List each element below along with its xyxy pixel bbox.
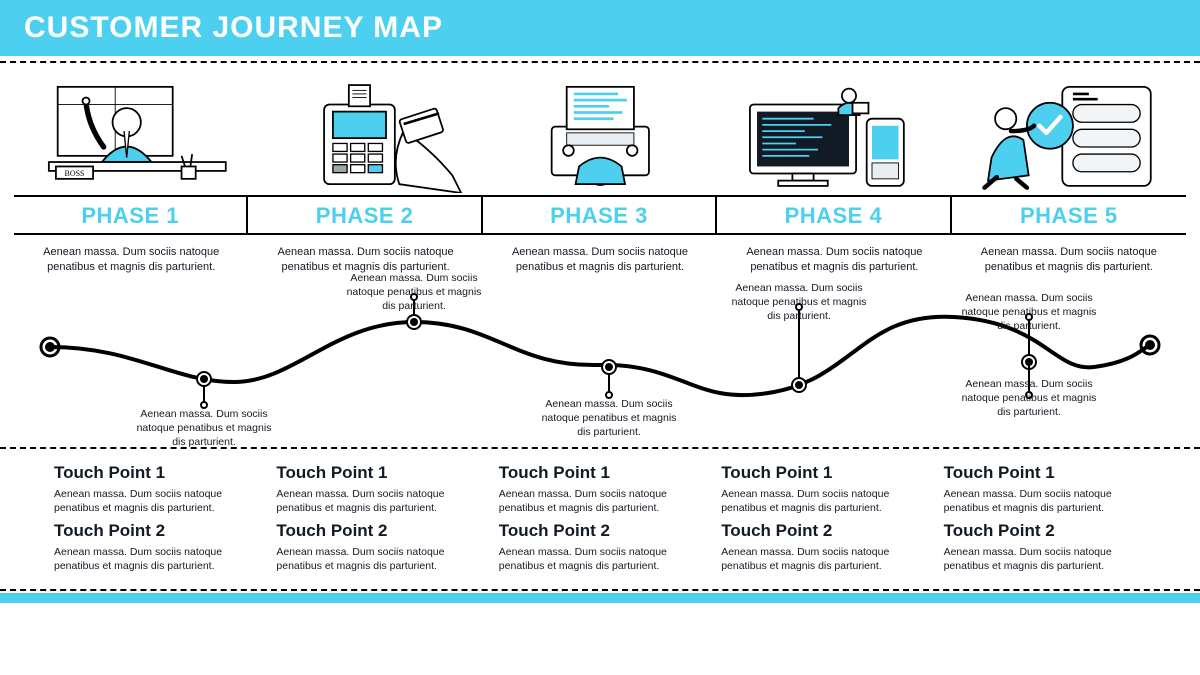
tp-title: Touch Point 2 <box>276 521 478 541</box>
touchpoint-col-4: Touch Point 1 Aenean massa. Dum sociis n… <box>711 457 933 580</box>
phase-label-4: PHASE 4 <box>717 197 951 233</box>
curve-note: Aenean massa. Dum sociis natoque penatib… <box>534 397 684 440</box>
tp-text: Aenean massa. Dum sociis natoque penatib… <box>944 545 1146 573</box>
tp-text: Aenean massa. Dum sociis natoque penatib… <box>944 487 1146 515</box>
illus-printer <box>484 71 715 193</box>
phase-desc-5: Aenean massa. Dum sociis natoque penatib… <box>952 243 1186 277</box>
illus-checklist <box>947 71 1178 193</box>
header-bar: CUSTOMER JOURNEY MAP <box>0 0 1200 56</box>
touchpoint-col-5: Touch Point 1 Aenean massa. Dum sociis n… <box>934 457 1156 580</box>
boss-badge: BOSS <box>65 169 85 178</box>
phase-desc-3: Aenean massa. Dum sociis natoque penatib… <box>483 243 717 277</box>
illus-boss: BOSS <box>22 71 253 193</box>
tp-text: Aenean massa. Dum sociis natoque penatib… <box>721 545 923 573</box>
phase-desc-row: Aenean massa. Dum sociis natoque penatib… <box>14 243 1186 277</box>
tp-text: Aenean massa. Dum sociis natoque penatib… <box>276 487 478 515</box>
phase-desc-4: Aenean massa. Dum sociis natoque penatib… <box>717 243 951 277</box>
journey-curve: Aenean massa. Dum sociis natoque penatib… <box>14 277 1186 447</box>
illus-monitor-phone <box>716 71 947 193</box>
phase-desc-1: Aenean massa. Dum sociis natoque penatib… <box>14 243 248 277</box>
page-title: CUSTOMER JOURNEY MAP <box>24 11 443 45</box>
phase-label-3: PHASE 3 <box>483 197 717 233</box>
curve-note: Aenean massa. Dum sociis natoque penatib… <box>954 377 1104 420</box>
illustration-row: BOSS <box>0 63 1200 193</box>
touchpoint-col-2: Touch Point 1 Aenean massa. Dum sociis n… <box>266 457 488 580</box>
tp-text: Aenean massa. Dum sociis natoque penatib… <box>276 545 478 573</box>
phase-label-5: PHASE 5 <box>952 197 1186 233</box>
tp-title: Touch Point 1 <box>499 463 701 483</box>
tp-title: Touch Point 2 <box>944 521 1146 541</box>
tp-text: Aenean massa. Dum sociis natoque penatib… <box>499 487 701 515</box>
tp-title: Touch Point 1 <box>944 463 1146 483</box>
tp-text: Aenean massa. Dum sociis natoque penatib… <box>499 545 701 573</box>
curve-note: Aenean massa. Dum sociis natoque penatib… <box>339 271 489 314</box>
tp-title: Touch Point 2 <box>721 521 923 541</box>
touchpoint-row: Touch Point 1 Aenean massa. Dum sociis n… <box>14 449 1186 590</box>
tp-title: Touch Point 2 <box>54 521 256 541</box>
phase-label-row: PHASE 1 PHASE 2 PHASE 3 PHASE 4 PHASE 5 <box>14 195 1186 235</box>
touchpoint-col-3: Touch Point 1 Aenean massa. Dum sociis n… <box>489 457 711 580</box>
touchpoint-col-1: Touch Point 1 Aenean massa. Dum sociis n… <box>44 457 266 580</box>
curve-note: Aenean massa. Dum sociis natoque penatib… <box>724 281 874 324</box>
phase-label-2: PHASE 2 <box>248 197 482 233</box>
curve-note: Aenean massa. Dum sociis natoque penatib… <box>954 291 1104 334</box>
divider-bottom <box>0 589 1200 591</box>
tp-text: Aenean massa. Dum sociis natoque penatib… <box>54 545 256 573</box>
phase-label-1: PHASE 1 <box>14 197 248 233</box>
tp-title: Touch Point 2 <box>499 521 701 541</box>
tp-title: Touch Point 1 <box>276 463 478 483</box>
tp-text: Aenean massa. Dum sociis natoque penatib… <box>54 487 256 515</box>
tp-title: Touch Point 1 <box>721 463 923 483</box>
footer-bar <box>0 593 1200 603</box>
tp-text: Aenean massa. Dum sociis natoque penatib… <box>721 487 923 515</box>
tp-title: Touch Point 1 <box>54 463 256 483</box>
illus-terminal <box>253 71 484 193</box>
curve-note: Aenean massa. Dum sociis natoque penatib… <box>129 407 279 450</box>
